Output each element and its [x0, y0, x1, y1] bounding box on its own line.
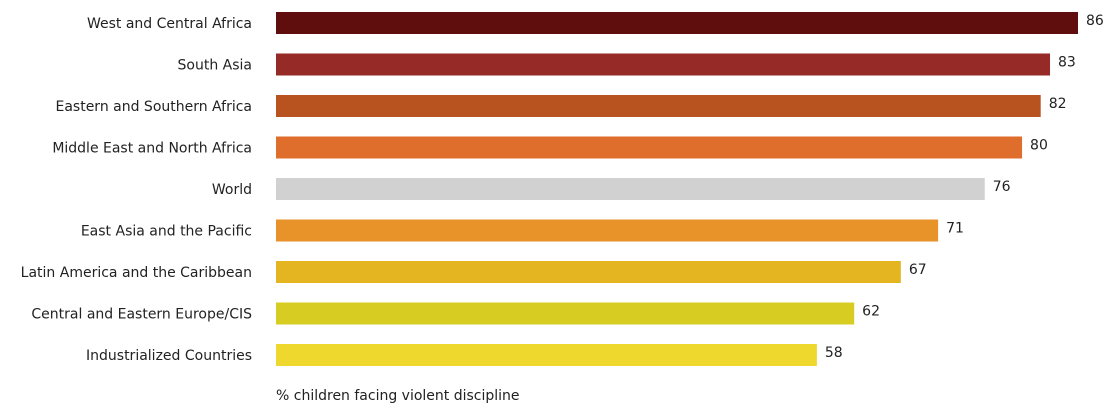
bar-central-and-eastern-europe-cis [276, 302, 855, 325]
category-label-south-asia: South Asia [178, 58, 252, 74]
category-label-west-and-central-africa: West and Central Africa [87, 16, 252, 32]
value-label-east-asia-and-the-pacific: 71 [946, 221, 964, 237]
category-label-industrialized-countries: Industrialized Countries [86, 348, 252, 364]
bar-industrialized-countries [276, 344, 817, 366]
value-label-central-and-eastern-europe-cis: 62 [862, 304, 880, 320]
category-label-east-asia-and-the-pacific: East Asia and the Pacific [81, 224, 252, 240]
category-label-world: World [212, 182, 252, 198]
value-labels-group: 86 83 82 80 76 71 67 62 58 [825, 13, 1104, 361]
category-label-central-and-eastern-europe-cis: Central and Eastern Europe/CIS [31, 307, 252, 323]
bar-south-asia [276, 53, 1051, 76]
category-labels-group: West and Central Africa South Asia Eastern… [21, 16, 252, 364]
value-label-middle-east-and-north-africa: 80 [1030, 138, 1048, 154]
value-label-latin-america-and-the-caribbean: 67 [909, 262, 927, 278]
x-axis-title: % children facing violent discipline [276, 388, 520, 404]
bar-world [276, 178, 985, 200]
value-label-world: 76 [993, 179, 1011, 195]
bar-east-asia-and-the-pacific [276, 219, 939, 242]
category-label-middle-east-and-north-africa: Middle East and North Africa [52, 141, 252, 157]
value-label-south-asia: 83 [1058, 55, 1076, 71]
value-label-west-and-central-africa: 86 [1086, 13, 1104, 29]
category-label-eastern-and-southern-africa: Eastern and Southern Africa [55, 99, 252, 115]
bars-group [276, 12, 1078, 366]
bar-middle-east-and-north-africa [276, 136, 1023, 159]
value-label-eastern-and-southern-africa: 82 [1049, 96, 1067, 112]
value-label-industrialized-countries: 58 [825, 345, 843, 361]
bar-west-and-central-africa [276, 12, 1078, 34]
category-label-latin-america-and-the-caribbean: Latin America and the Caribbean [21, 265, 252, 281]
bar-latin-america-and-the-caribbean [276, 261, 901, 283]
bar-eastern-and-southern-africa [276, 95, 1041, 117]
